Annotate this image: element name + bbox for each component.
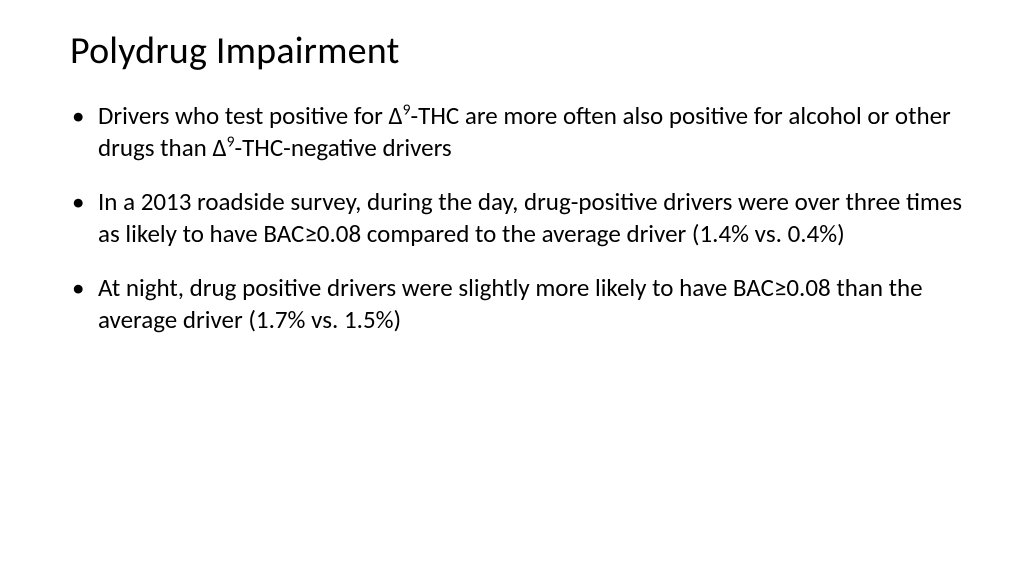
bullet-item: In a 2013 roadside survey, during the da… — [70, 186, 964, 250]
bullet-list: Drivers who test positive for Δ9-THC are… — [70, 100, 964, 336]
bullet-text: At night, drug positive drivers were sli… — [98, 272, 923, 335]
bullet-text: In a 2013 roadside survey, during the da… — [98, 186, 962, 249]
bullet-text: -THC-negative drivers — [234, 132, 451, 163]
bullet-item: At night, drug positive drivers were sli… — [70, 272, 964, 336]
slide-title: Polydrug Impairment — [70, 28, 964, 74]
bullet-text: Drivers who test positive for Δ — [98, 100, 403, 131]
bullet-item: Drivers who test positive for Δ9-THC are… — [70, 100, 964, 164]
slide: Polydrug Impairment Drivers who test pos… — [0, 0, 1024, 576]
